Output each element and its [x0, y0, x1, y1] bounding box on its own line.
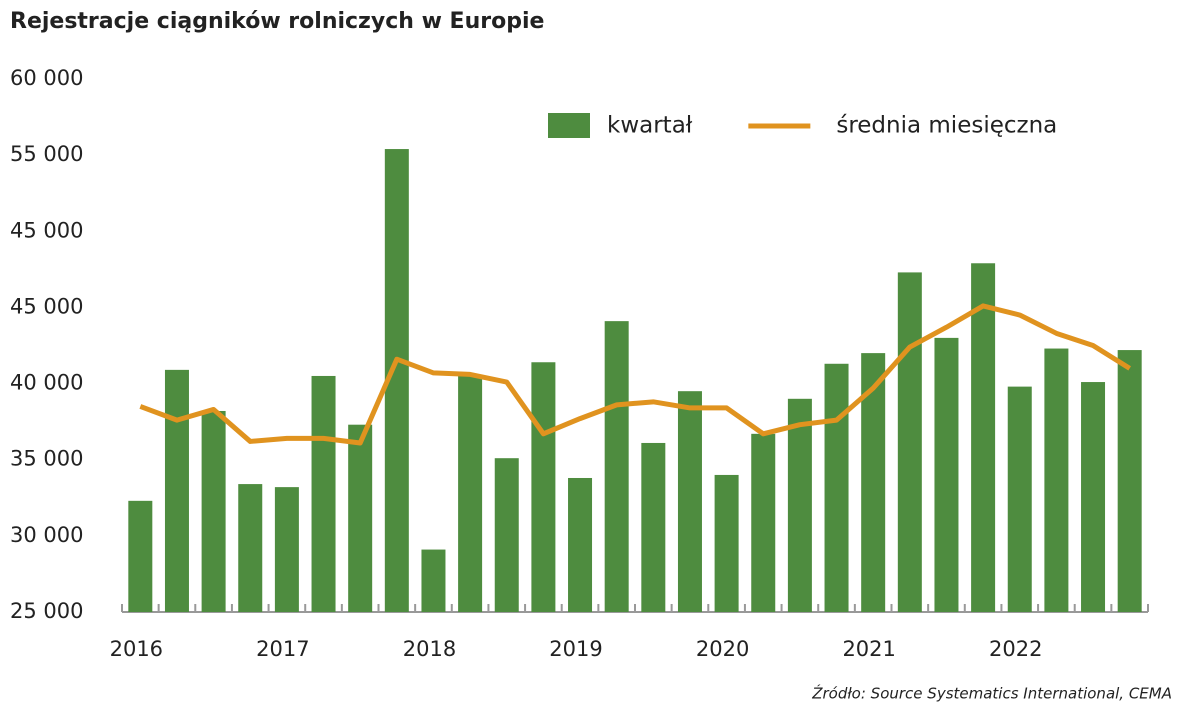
x-tick-label: 2022	[989, 637, 1042, 661]
bar	[1117, 350, 1142, 612]
y-tick-label: 25 000	[10, 599, 83, 623]
bar	[934, 337, 959, 612]
bar	[458, 375, 483, 612]
bar	[1044, 348, 1069, 612]
bar	[311, 375, 336, 612]
x-tick-label: 2021	[842, 637, 895, 661]
bar	[201, 410, 226, 612]
chart-title: Rejestracje ciągników rolniczych w Europ…	[10, 9, 544, 34]
y-tick-label: 35 000	[10, 447, 83, 471]
y-tick-label: 30 000	[10, 523, 83, 547]
y-tick-label: 40 000	[10, 371, 83, 395]
bar	[787, 398, 812, 612]
line	[139, 303, 1132, 446]
bar	[677, 391, 702, 612]
x-tick-label: 2018	[403, 637, 456, 661]
y-tick-label: 55 000	[10, 142, 83, 166]
x-tick-label: 2019	[549, 637, 602, 661]
bar	[274, 487, 299, 612]
bar	[751, 433, 776, 612]
bar	[494, 458, 519, 612]
bar	[824, 363, 849, 612]
y-tick-label: 45 000	[10, 294, 83, 318]
bar	[1081, 382, 1106, 612]
x-tick-label: 2017	[256, 637, 309, 661]
bar	[348, 424, 373, 612]
bar	[238, 484, 263, 612]
bar	[164, 369, 189, 612]
bar	[714, 474, 739, 612]
bar	[604, 321, 629, 612]
bar	[971, 263, 996, 612]
y-tick-label: 45 000	[10, 218, 83, 242]
bar	[641, 442, 666, 612]
bar	[128, 500, 153, 612]
bar	[531, 362, 556, 612]
bar	[1007, 386, 1032, 612]
legend-swatch	[548, 113, 590, 138]
source-note: Źródło: Source Systematics International…	[811, 684, 1172, 703]
x-tick-label: 2020	[696, 637, 749, 661]
bar	[897, 272, 922, 612]
bar	[861, 353, 886, 612]
x-tick-label: 2016	[110, 637, 163, 661]
y-tick-label: 60 000	[10, 66, 83, 90]
bar	[421, 549, 446, 612]
legend-label: średnia miesięczna	[836, 113, 1057, 139]
legend-label: kwartał	[607, 113, 693, 139]
bar	[568, 477, 593, 612]
